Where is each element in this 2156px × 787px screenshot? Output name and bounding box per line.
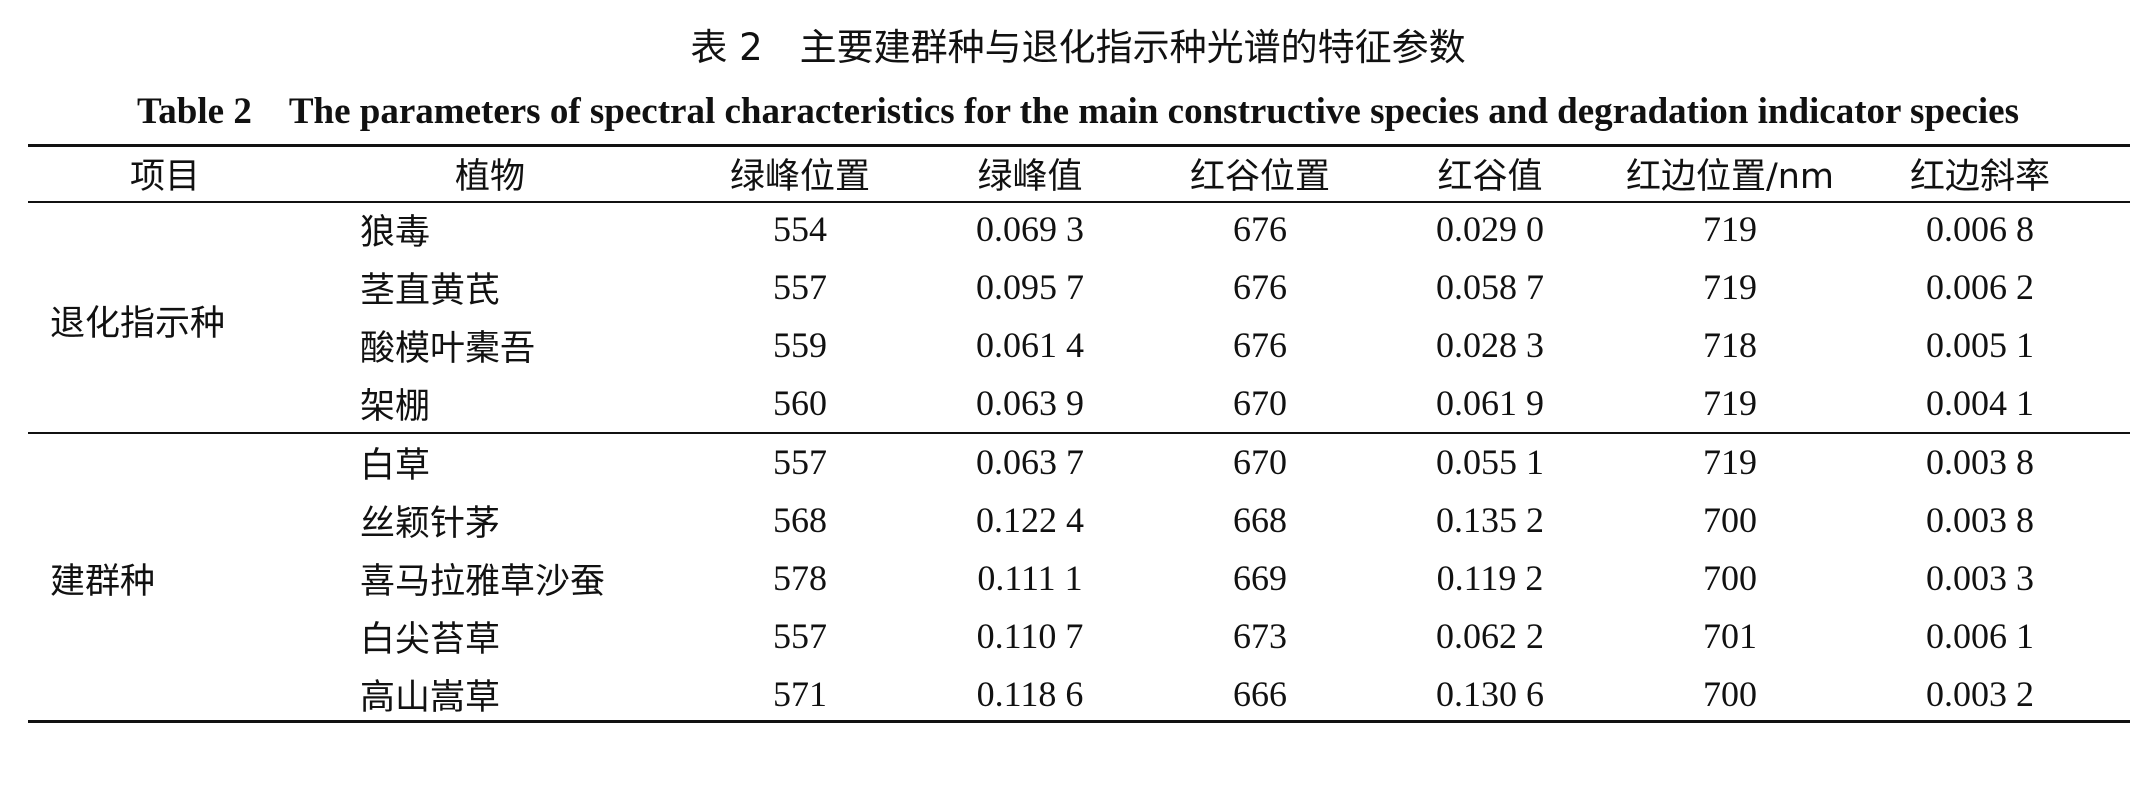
table-cell-green-peak-position: 554 xyxy=(773,209,827,249)
table-cell-red-edge-position: 719 xyxy=(1703,209,1757,249)
table-cell-red-edge-slope: 0.006 8 xyxy=(1926,209,2034,249)
table-cell-red-edge-position: 700 xyxy=(1703,500,1757,540)
table-cell-green-peak-value: 0.061 4 xyxy=(976,325,1084,365)
table-cell-plant: 狼毒 xyxy=(360,212,431,253)
table-cell-green-peak-value: 0.122 4 xyxy=(976,500,1084,540)
table-cell-red-valley-value: 0.058 7 xyxy=(1436,267,1544,307)
table-cell-green-peak-position: 560 xyxy=(773,383,827,423)
header-item: 项目 xyxy=(129,156,200,197)
table-cell-green-peak-value: 0.095 7 xyxy=(976,267,1084,307)
table-cell-green-peak-position: 557 xyxy=(773,616,827,656)
table-caption-chinese: 表 2 主要建群种与退化指示种光谱的特征参数 xyxy=(690,26,1466,69)
table-cell-green-peak-position: 557 xyxy=(773,442,827,482)
header-green-peak-position: 绿峰位置 xyxy=(729,156,870,197)
table-cell-green-peak-value: 0.118 6 xyxy=(976,674,1084,714)
table-cell-green-peak-position: 571 xyxy=(773,674,827,714)
table-cell-green-peak-position: 557 xyxy=(773,267,827,307)
table-cell-green-peak-position: 578 xyxy=(773,558,827,598)
table-cell-green-peak-value: 0.069 3 xyxy=(976,209,1084,249)
table-cell-red-valley-position: 670 xyxy=(1233,383,1287,423)
table-cell-red-valley-value: 0.130 6 xyxy=(1436,674,1544,714)
table-cell-plant: 高山嵩草 xyxy=(360,677,501,718)
table-cell-red-edge-slope: 0.004 1 xyxy=(1926,383,2034,423)
group-label-constructive-species: 建群种 xyxy=(50,561,156,602)
header-red-edge-slope: 红边斜率 xyxy=(1909,156,2050,197)
header-plant: 植物 xyxy=(454,156,525,197)
table-cell-red-valley-position: 666 xyxy=(1233,674,1287,714)
table-cell-plant: 白尖苔草 xyxy=(360,619,501,660)
table-cell-red-edge-position: 719 xyxy=(1703,383,1757,423)
table-group-divider-rule xyxy=(28,432,2130,434)
table-cell-plant: 丝颖针茅 xyxy=(360,503,501,544)
table-cell-red-valley-value: 0.028 3 xyxy=(1436,325,1544,365)
table-cell-red-edge-slope: 0.005 1 xyxy=(1926,325,2034,365)
table-cell-red-valley-position: 670 xyxy=(1233,442,1287,482)
table-cell-red-valley-position: 676 xyxy=(1233,325,1287,365)
table-cell-red-valley-position: 676 xyxy=(1233,267,1287,307)
table-cell-red-valley-value: 0.055 1 xyxy=(1436,442,1544,482)
table-cell-red-edge-slope: 0.003 8 xyxy=(1926,500,2034,540)
table-cell-plant: 酸模叶橐吾 xyxy=(360,328,536,369)
table-cell-plant: 喜马拉雅草沙蚕 xyxy=(360,561,606,602)
table-cell-green-peak-value: 0.111 1 xyxy=(977,558,1083,598)
table-cell-red-valley-value: 0.135 2 xyxy=(1436,500,1544,540)
group-label-degradation-indicator: 退化指示种 xyxy=(50,303,226,344)
table-cell-green-peak-value: 0.110 7 xyxy=(976,616,1084,656)
header-red-edge-position: 红边位置/nm xyxy=(1625,156,1835,197)
table-cell-red-edge-position: 718 xyxy=(1703,325,1757,365)
table-cell-plant: 架棚 xyxy=(360,386,431,427)
table-cell-green-peak-position: 559 xyxy=(773,325,827,365)
table-cell-red-edge-slope: 0.003 2 xyxy=(1926,674,2034,714)
header-red-valley-position: 红谷位置 xyxy=(1189,156,1330,197)
header-red-valley-value: 红谷值 xyxy=(1437,156,1543,197)
table-cell-green-peak-value: 0.063 9 xyxy=(976,383,1084,423)
table-cell-red-valley-value: 0.029 0 xyxy=(1436,209,1544,249)
table-cell-red-edge-slope: 0.006 1 xyxy=(1926,616,2034,656)
table-cell-red-edge-position: 701 xyxy=(1703,616,1757,656)
table-cell-red-valley-value: 0.062 2 xyxy=(1436,616,1544,656)
table-cell-plant: 茎直黄芪 xyxy=(360,270,501,311)
table-top-rule xyxy=(28,144,2130,147)
table-cell-red-edge-position: 700 xyxy=(1703,558,1757,598)
table-cell-green-peak-value: 0.063 7 xyxy=(976,442,1084,482)
table-cell-plant: 白草 xyxy=(360,445,431,486)
table-cell-green-peak-position: 568 xyxy=(773,500,827,540)
table-cell-red-valley-position: 668 xyxy=(1233,500,1287,540)
table-cell-red-edge-position: 700 xyxy=(1703,674,1757,714)
table-cell-red-edge-position: 719 xyxy=(1703,442,1757,482)
table-header-rule xyxy=(28,201,2130,203)
table-cell-red-valley-value: 0.061 9 xyxy=(1436,383,1544,423)
table-cell-red-valley-position: 673 xyxy=(1233,616,1287,656)
table-cell-red-edge-slope: 0.003 8 xyxy=(1926,442,2034,482)
table-cell-red-edge-position: 719 xyxy=(1703,267,1757,307)
table-cell-red-edge-slope: 0.003 3 xyxy=(1926,558,2034,598)
header-green-peak-value: 绿峰值 xyxy=(977,156,1083,197)
table-cell-red-edge-slope: 0.006 2 xyxy=(1926,267,2034,307)
table-cell-red-valley-position: 669 xyxy=(1233,558,1287,598)
table-caption-english: Table 2 The parameters of spectral chara… xyxy=(137,91,2019,132)
table-cell-red-valley-value: 0.119 2 xyxy=(1436,558,1544,598)
table-cell-red-valley-position: 676 xyxy=(1233,209,1287,249)
table-bottom-rule xyxy=(28,720,2130,723)
